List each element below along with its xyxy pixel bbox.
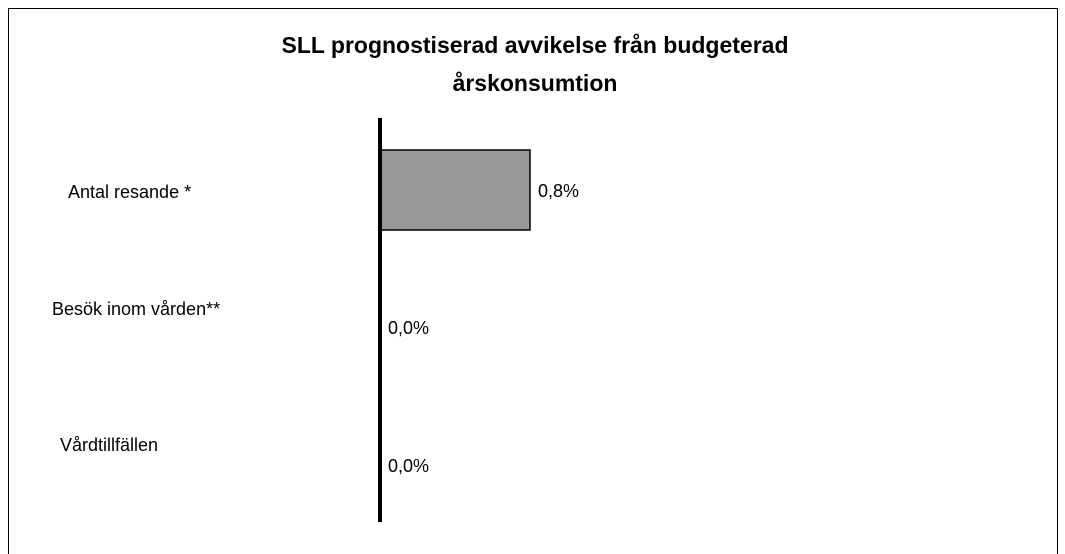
chart-title: årskonsumtion <box>453 70 618 96</box>
chart-title: SLL prognostiserad avvikelse från budget… <box>282 32 789 58</box>
data-label: 0,0% <box>388 318 429 338</box>
chart-border <box>8 8 1058 554</box>
category-label: Besök inom vården** <box>52 299 220 319</box>
data-label: 0,8% <box>538 181 579 201</box>
category-label: Antal resande * <box>68 182 191 202</box>
bar <box>379 149 531 231</box>
data-label: 0,0% <box>388 456 429 476</box>
category-label: Vårdtillfällen <box>60 435 158 455</box>
